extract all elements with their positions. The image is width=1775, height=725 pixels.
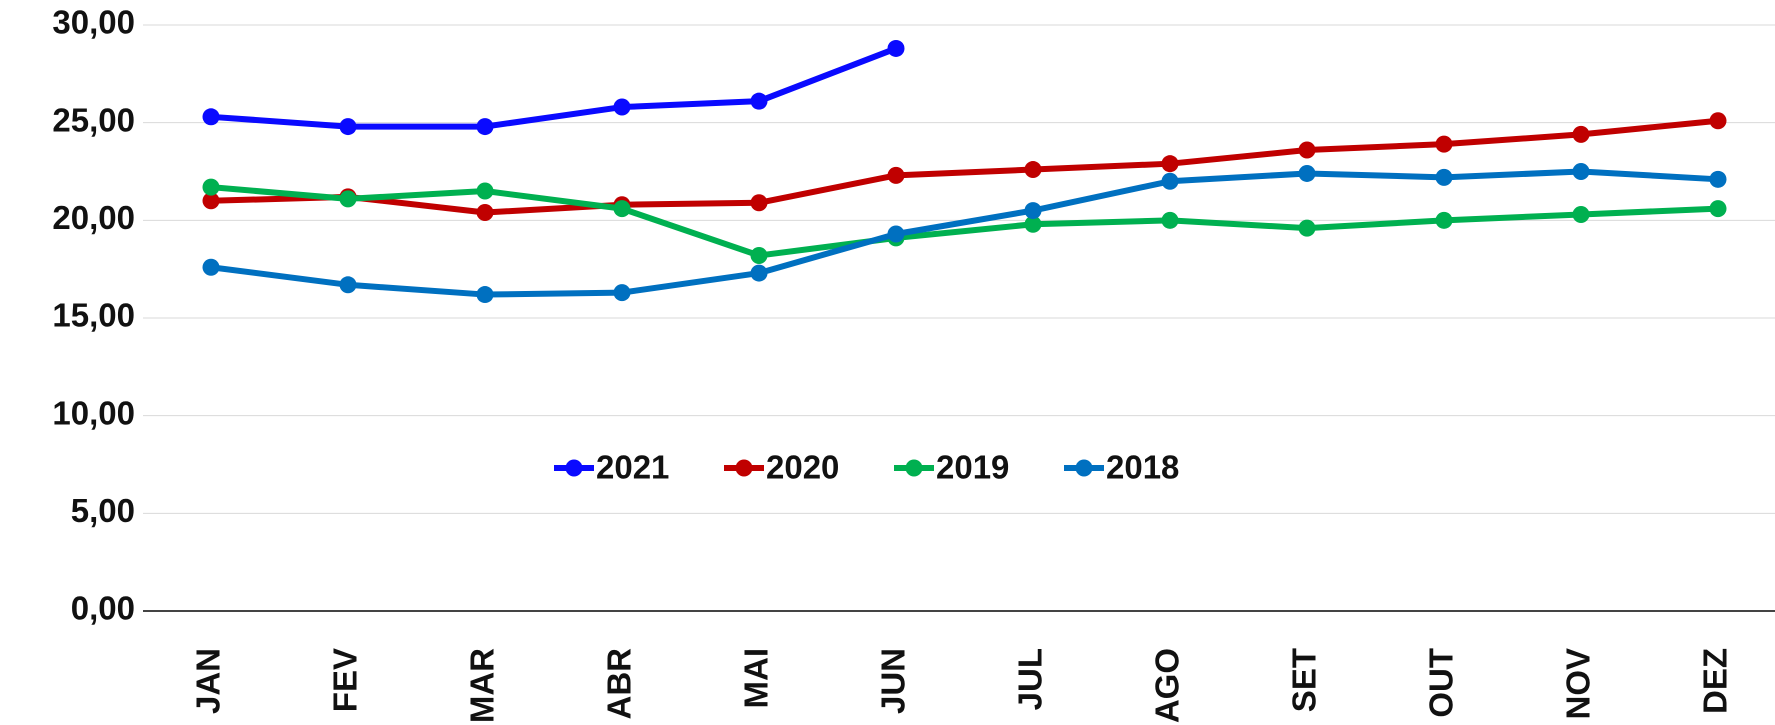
data-point <box>750 194 768 212</box>
data-point <box>1435 135 1453 153</box>
x-tick-label: JAN <box>190 648 227 714</box>
data-point <box>1435 168 1453 186</box>
data-point <box>476 118 494 136</box>
x-tick-label: AGO <box>1149 648 1186 723</box>
data-point <box>1298 141 1316 159</box>
data-point <box>476 286 494 304</box>
data-point <box>613 284 631 302</box>
legend-label: 2019 <box>936 449 1009 486</box>
x-tick-label: ABR <box>601 648 638 720</box>
data-point <box>1572 125 1590 143</box>
data-point <box>1161 211 1179 229</box>
data-point <box>1709 170 1727 188</box>
data-point <box>613 98 631 116</box>
data-point <box>750 246 768 264</box>
x-tick-label: MAR <box>464 648 501 723</box>
series-line <box>210 184 1719 259</box>
y-tick-label: 15,00 <box>52 297 135 334</box>
data-point <box>887 39 905 57</box>
data-point <box>202 192 220 210</box>
data-point <box>1161 155 1179 173</box>
x-tick-label: OUT <box>1423 648 1460 718</box>
x-tick-label: FEV <box>327 648 364 712</box>
data-point <box>339 276 357 294</box>
data-point <box>1709 200 1727 218</box>
data-point <box>202 108 220 126</box>
series-line <box>210 168 1719 298</box>
y-tick-label: 10,00 <box>52 394 135 431</box>
data-point <box>887 225 905 243</box>
x-tick-label: MAI <box>738 648 775 709</box>
y-tick-label: 25,00 <box>52 101 135 138</box>
x-tick-label: SET <box>1286 648 1323 712</box>
y-tick-label: 5,00 <box>71 492 135 529</box>
data-point <box>1572 163 1590 180</box>
data-point <box>750 92 768 110</box>
x-tick-label: NOV <box>1560 648 1597 720</box>
legend-label: 2020 <box>766 449 839 486</box>
data-point <box>1709 112 1727 130</box>
data-point <box>1572 205 1590 223</box>
x-tick-label: JUL <box>1012 648 1049 710</box>
series-line <box>210 45 898 130</box>
y-tick-label: 0,00 <box>71 590 135 627</box>
data-point <box>1161 172 1179 190</box>
data-point <box>750 264 768 282</box>
data-point <box>476 204 494 222</box>
legend-marker <box>905 459 923 477</box>
data-point <box>1298 164 1316 182</box>
legend-marker <box>565 459 583 477</box>
data-point <box>476 182 494 200</box>
legend-label: 2018 <box>1106 449 1179 486</box>
data-point <box>887 166 905 184</box>
data-point <box>1024 215 1042 233</box>
y-tick-label: 30,00 <box>52 4 135 41</box>
legend-label: 2021 <box>596 449 669 486</box>
series-line <box>210 117 1719 216</box>
data-point <box>202 258 220 276</box>
legend-marker <box>735 459 753 477</box>
data-point <box>1298 219 1316 237</box>
x-tick-label: DEZ <box>1697 648 1734 714</box>
data-point <box>202 178 220 196</box>
data-point <box>339 118 357 136</box>
y-tick-label: 20,00 <box>52 199 135 236</box>
data-point <box>1024 161 1042 179</box>
legend-marker <box>1075 459 1093 477</box>
x-tick-label: JUN <box>875 648 912 714</box>
data-point <box>613 200 631 218</box>
data-point <box>1024 202 1042 220</box>
data-point <box>339 190 357 208</box>
data-point <box>1435 211 1453 229</box>
